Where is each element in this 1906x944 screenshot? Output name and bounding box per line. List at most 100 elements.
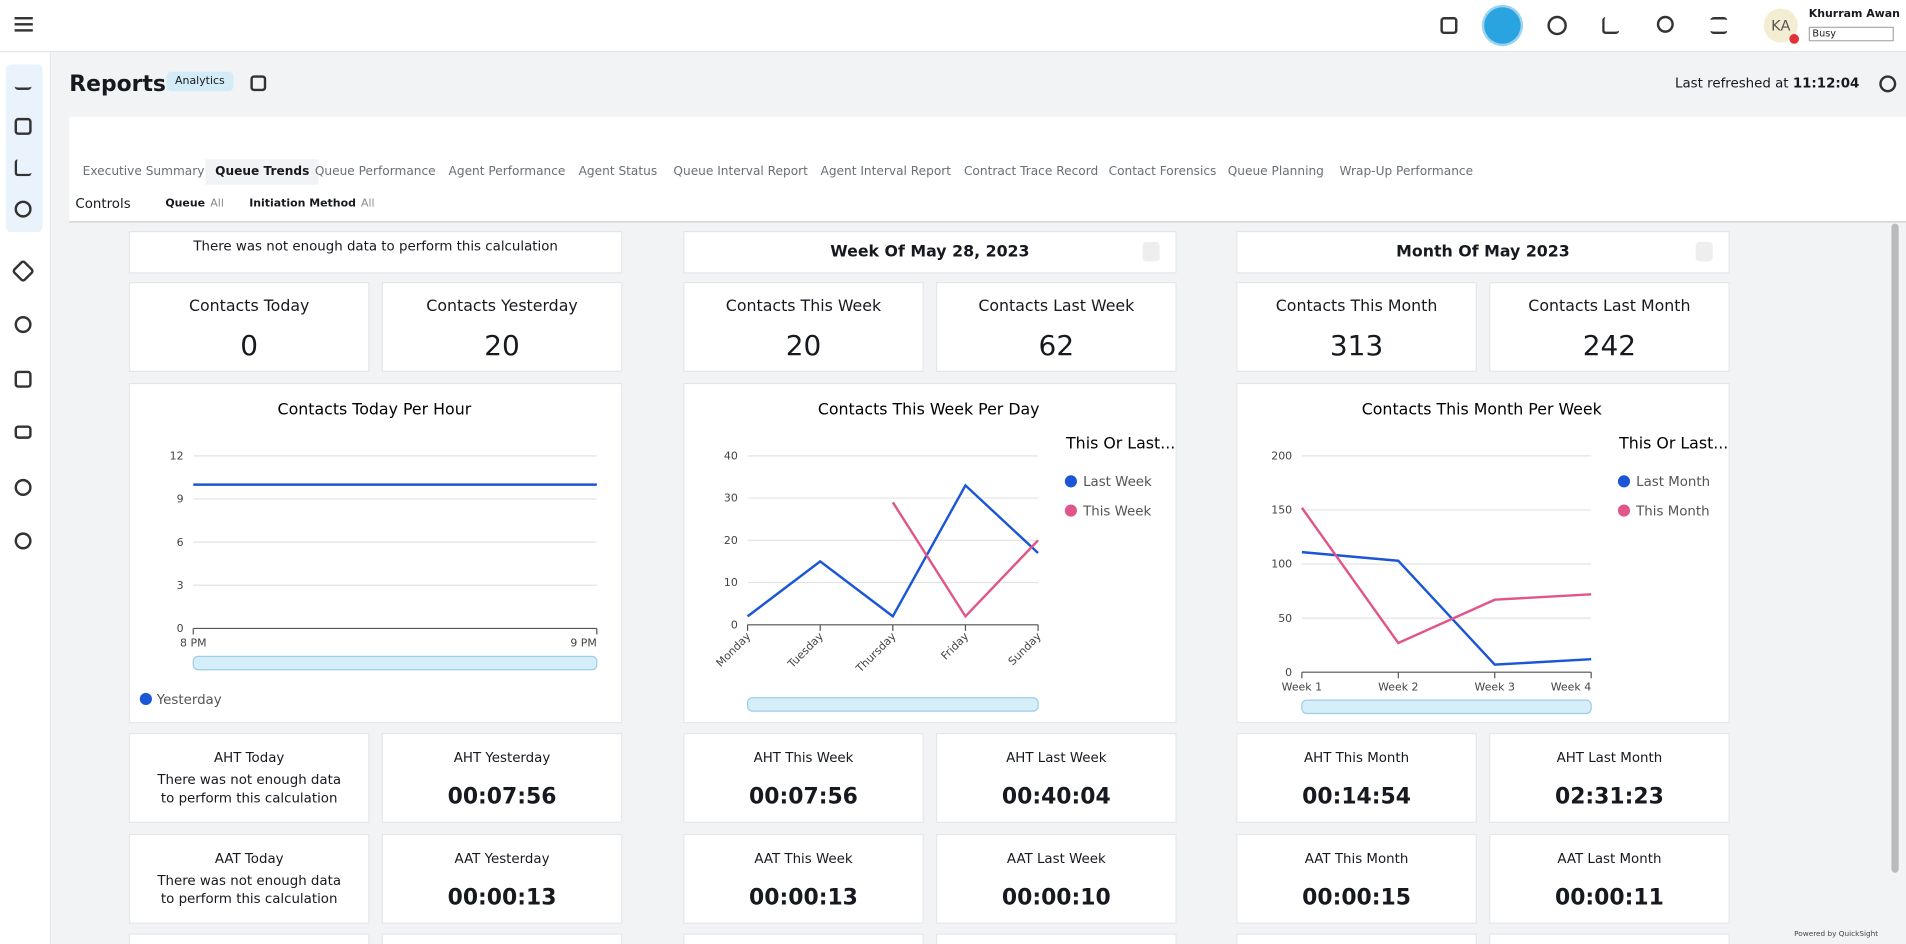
tab[interactable]: Executive Summary bbox=[82, 165, 205, 179]
avatar[interactable]: KA bbox=[1763, 8, 1798, 43]
tab[interactable]: Queue Trends bbox=[205, 159, 320, 185]
filter-value[interactable]: All bbox=[361, 198, 375, 211]
nav-settings[interactable] bbox=[14, 532, 32, 550]
notes-icon[interactable] bbox=[1440, 17, 1458, 35]
y-tick-label: 100 bbox=[1271, 558, 1292, 571]
contacts-icon[interactable] bbox=[1656, 15, 1674, 33]
y-tick-label: 0 bbox=[177, 622, 184, 635]
tab[interactable]: Wrap-Up Performance bbox=[1339, 165, 1474, 179]
filter-name[interactable]: Queue bbox=[165, 198, 206, 211]
legend-label[interactable]: Last Month bbox=[1636, 475, 1710, 490]
refresh-button[interactable] bbox=[1879, 75, 1897, 93]
kpi-label: AHT Today bbox=[214, 750, 285, 766]
analytics-badge[interactable]: Analytics bbox=[166, 71, 234, 92]
kpi-label: AAT Last Month bbox=[1557, 850, 1662, 867]
nav-window[interactable] bbox=[14, 370, 32, 388]
tab[interactable]: Contract Trace Record bbox=[963, 165, 1099, 179]
column-header bbox=[683, 230, 1177, 274]
column-header bbox=[1236, 230, 1730, 274]
kpi-value: 02:31:23 bbox=[1554, 784, 1664, 810]
legend-marker bbox=[139, 692, 152, 706]
range-slider[interactable] bbox=[746, 697, 1039, 712]
kpi-label: AAT This Month bbox=[1304, 850, 1409, 867]
help-icon[interactable] bbox=[1547, 15, 1567, 36]
x-tick-label: Week 1 bbox=[1282, 680, 1322, 693]
kpi-card bbox=[935, 833, 1177, 924]
kpi-card bbox=[1236, 833, 1477, 924]
metrics-icon[interactable] bbox=[1602, 17, 1620, 35]
legend-marker bbox=[1064, 475, 1077, 488]
kpi-card bbox=[1489, 833, 1730, 924]
kpi-value: 00:40:04 bbox=[1001, 784, 1111, 810]
x-tick-label: Sunday bbox=[1006, 630, 1045, 669]
period-spinner[interactable] bbox=[1695, 241, 1713, 262]
tab[interactable]: Queue Interval Report bbox=[673, 165, 808, 179]
tab-panel bbox=[69, 116, 1906, 223]
series-line bbox=[891, 501, 1039, 619]
header-text: Week Of May 28, 2023 bbox=[830, 243, 1030, 262]
legend-label[interactable]: This Month bbox=[1635, 504, 1709, 519]
next-row-card bbox=[1489, 933, 1730, 944]
chart-panel: Contacts This Month Per Week 0 50 100 150 200… bbox=[1236, 382, 1730, 724]
nav-analytics[interactable] bbox=[14, 159, 32, 177]
next-row-card bbox=[381, 933, 623, 944]
kpi-value: 20 bbox=[785, 330, 822, 363]
next-row-card bbox=[128, 933, 370, 944]
legend-label[interactable]: Yesterday bbox=[156, 693, 222, 708]
tab[interactable]: Agent Performance bbox=[448, 165, 566, 179]
kpi-message: There was not enough data to perform thi… bbox=[157, 771, 342, 806]
legend-label[interactable]: This Week bbox=[1082, 504, 1151, 519]
kpi-card bbox=[683, 282, 924, 372]
filter-name[interactable]: Initiation Method bbox=[249, 198, 356, 211]
kpi-label: Contacts Last Month bbox=[1528, 297, 1691, 317]
chart: Contacts This Month Per Week 0 50 100 150 200… bbox=[1271, 400, 1728, 715]
series-line bbox=[1301, 550, 1592, 666]
kpi-card bbox=[1489, 282, 1730, 372]
quick-connect-button[interactable] bbox=[1484, 7, 1521, 44]
refresh-time: 11:12:04 bbox=[1792, 75, 1860, 92]
menu-button[interactable] bbox=[14, 17, 33, 32]
header-text: Month Of May 2023 bbox=[1396, 243, 1570, 262]
kpi-value: 242 bbox=[1582, 330, 1637, 363]
range-slider[interactable] bbox=[1301, 699, 1592, 715]
x-tick-label: Thursday bbox=[853, 630, 899, 676]
x-tick-label: Week 4 bbox=[1551, 680, 1591, 693]
tab[interactable]: Contact Forensics bbox=[1108, 165, 1217, 179]
legend-label[interactable]: Last Week bbox=[1083, 475, 1152, 490]
range-slider[interactable] bbox=[192, 655, 598, 671]
nav-pie[interactable] bbox=[14, 478, 32, 496]
kpi-label: Contacts Today bbox=[188, 297, 310, 317]
y-tick-label: 50 bbox=[1278, 612, 1292, 625]
tab[interactable]: Agent Interval Report bbox=[820, 165, 952, 179]
footer: Powered by QuickSight bbox=[1794, 929, 1879, 939]
nav-reports[interactable] bbox=[14, 73, 32, 90]
filter-value[interactable]: All bbox=[210, 198, 224, 211]
top-bar bbox=[0, 0, 1906, 53]
nav-calendar[interactable] bbox=[14, 117, 32, 135]
column-header bbox=[128, 230, 623, 274]
kpi-label: Contacts This Week bbox=[725, 297, 882, 317]
settings-icon[interactable] bbox=[1710, 17, 1728, 35]
kpi-label: AHT This Month bbox=[1304, 750, 1410, 766]
nav-history[interactable] bbox=[14, 316, 32, 334]
tab[interactable]: Agent Status bbox=[578, 165, 658, 179]
tab[interactable]: Queue Planning bbox=[1227, 165, 1324, 179]
open-external[interactable] bbox=[250, 75, 267, 92]
nav-mail[interactable] bbox=[14, 425, 32, 439]
kpi-value: 00:00:10 bbox=[1001, 884, 1111, 911]
series-line bbox=[1300, 507, 1592, 645]
period-spinner[interactable] bbox=[1142, 241, 1160, 262]
kpi-card bbox=[381, 833, 623, 924]
y-tick-label: 12 bbox=[170, 449, 184, 462]
kpi-card bbox=[128, 282, 370, 372]
legend-title: This Or Last... bbox=[1065, 434, 1175, 453]
kpi-message: There was not enough data to perform thi… bbox=[157, 872, 342, 907]
status-select[interactable]: Busy bbox=[1808, 26, 1894, 42]
chart-panel: Contacts This Week Per Day 0 10 20 30 40 Monda… bbox=[683, 382, 1177, 724]
tab[interactable]: Queue Performance bbox=[314, 165, 436, 179]
y-tick-label: 20 bbox=[724, 534, 738, 547]
controls-label[interactable]: Controls bbox=[75, 195, 131, 212]
nav-tools[interactable] bbox=[14, 200, 32, 218]
y-tick-label: 6 bbox=[177, 536, 184, 549]
